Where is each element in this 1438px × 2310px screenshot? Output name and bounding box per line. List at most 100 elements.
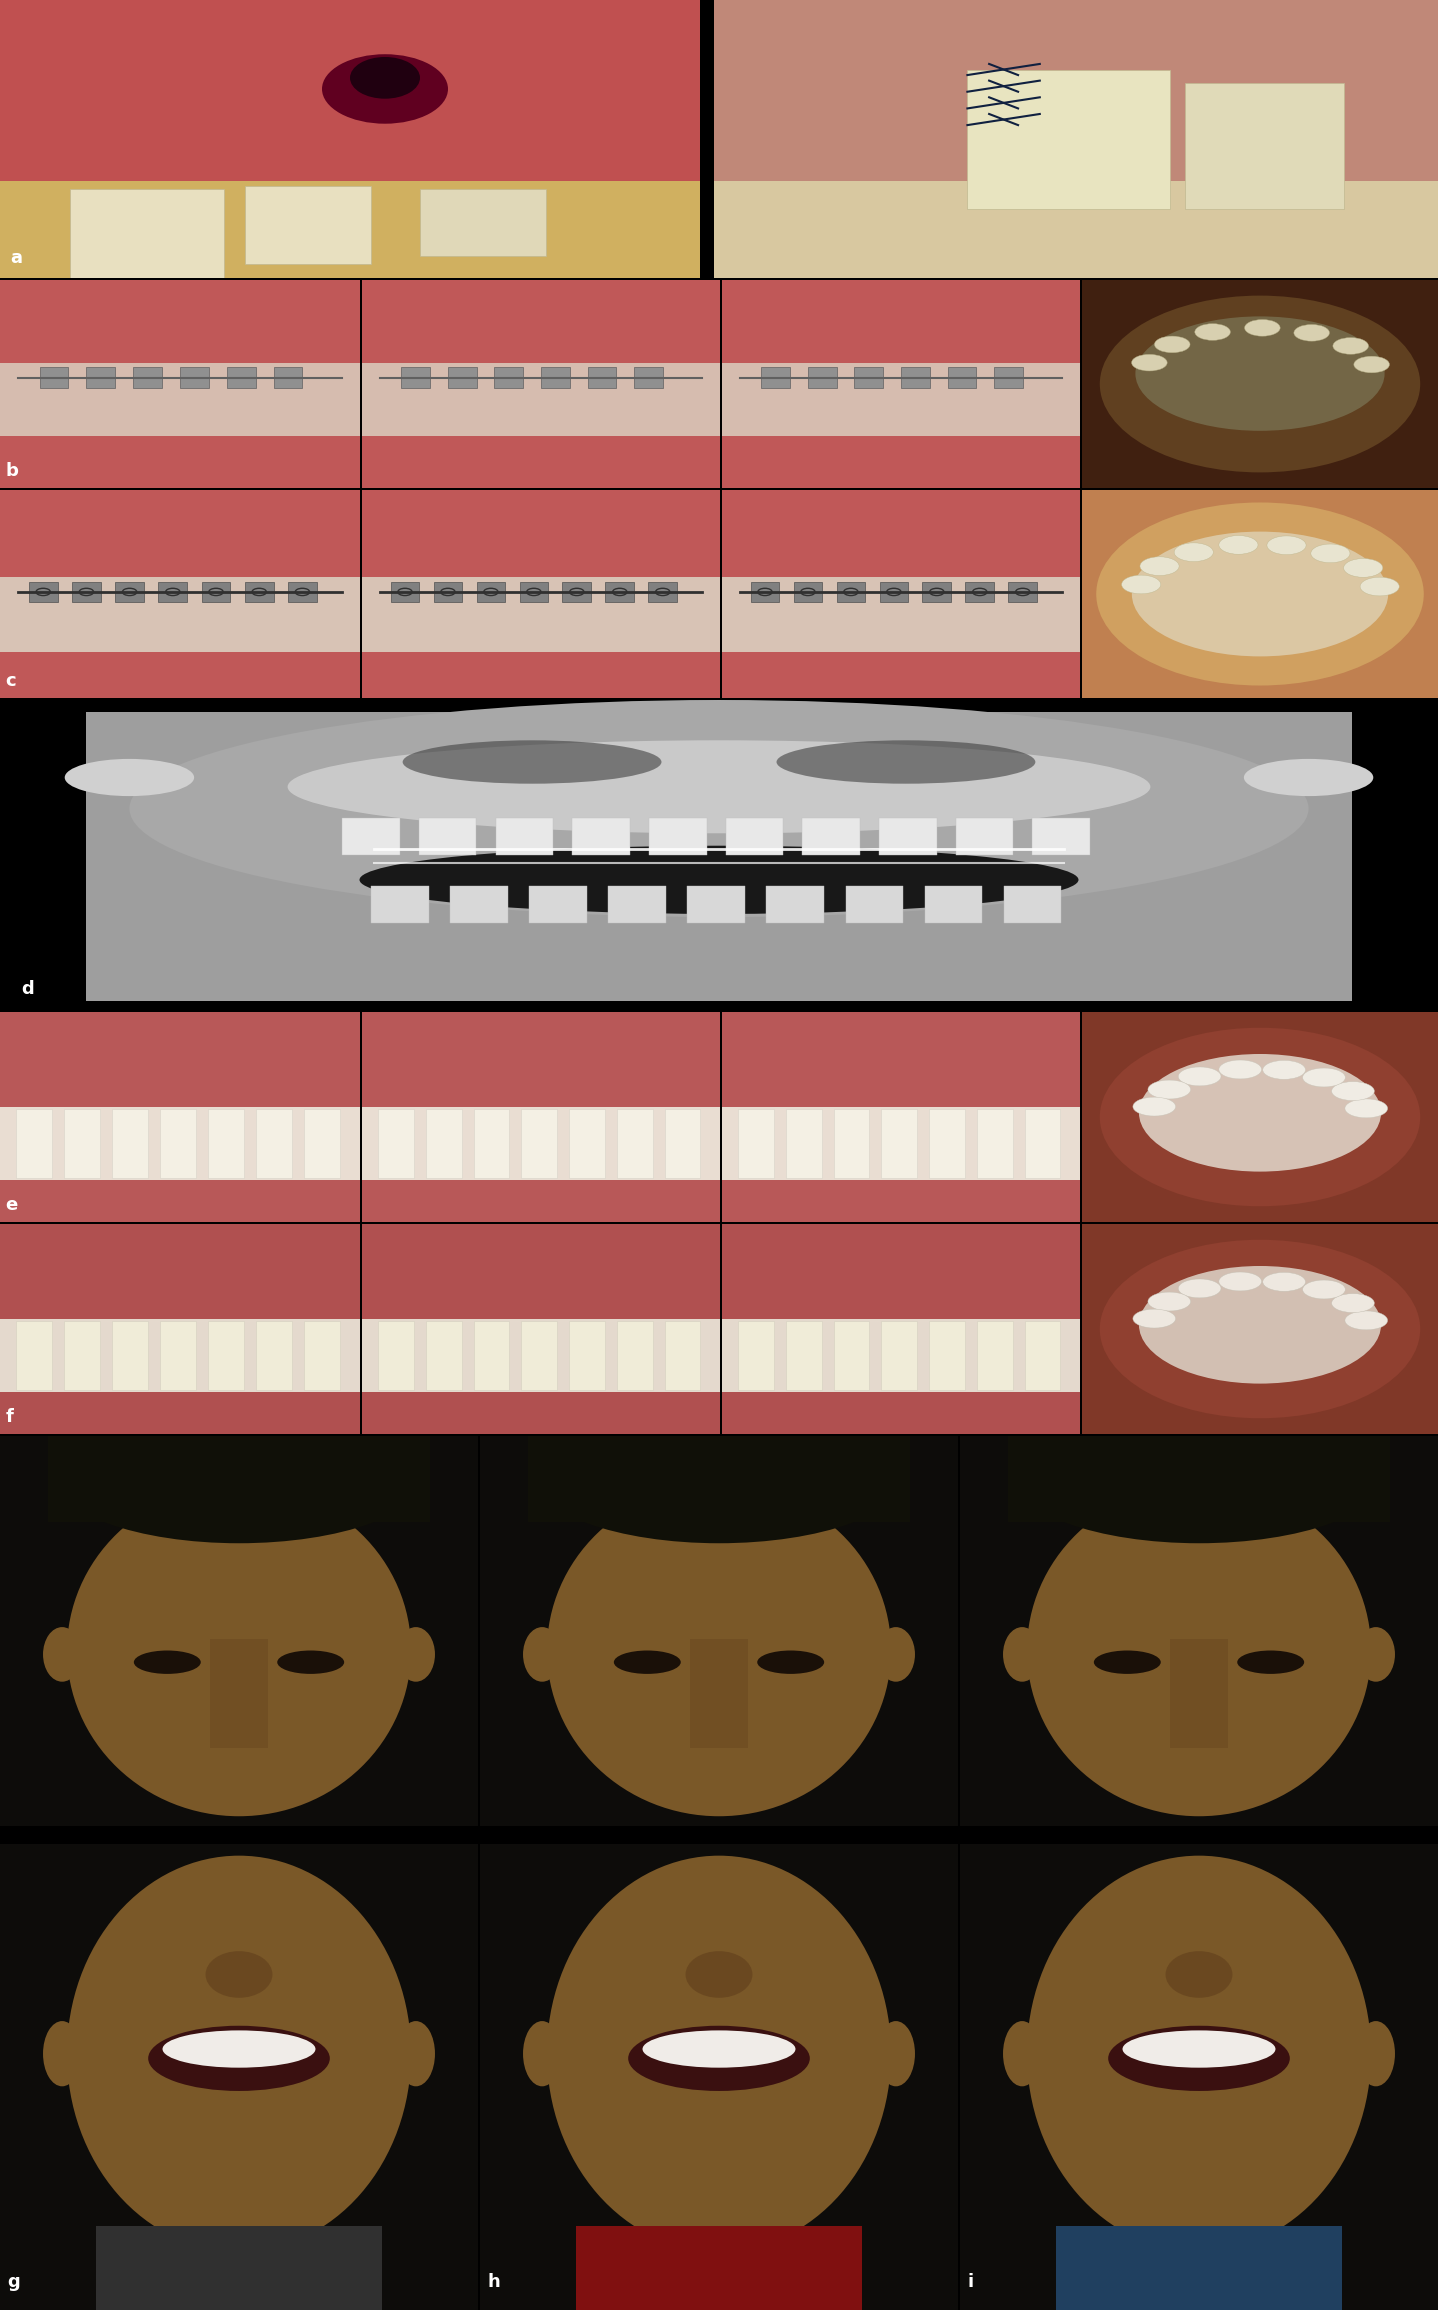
- Bar: [95, 2227, 383, 2310]
- Bar: [575, 2227, 863, 2310]
- Bar: [112, 1109, 148, 1178]
- Bar: [16, 1321, 52, 1391]
- Ellipse shape: [65, 760, 194, 797]
- Bar: [210, 1638, 267, 1749]
- Bar: [722, 280, 1080, 363]
- Bar: [72, 582, 101, 603]
- Text: i: i: [968, 2273, 974, 2292]
- Bar: [569, 1109, 605, 1178]
- Ellipse shape: [1103, 2109, 1294, 2213]
- Bar: [902, 367, 929, 388]
- Bar: [273, 367, 302, 388]
- Bar: [785, 1109, 821, 1178]
- Bar: [0, 1180, 360, 1222]
- Ellipse shape: [1004, 1626, 1041, 1682]
- Ellipse shape: [1155, 335, 1191, 353]
- Bar: [158, 582, 187, 603]
- Bar: [766, 887, 824, 924]
- Bar: [528, 1437, 910, 1522]
- Bar: [0, 363, 360, 437]
- Text: f: f: [6, 1407, 13, 1425]
- Bar: [617, 1321, 653, 1391]
- Bar: [794, 582, 823, 603]
- Ellipse shape: [134, 1652, 201, 1675]
- Bar: [362, 1012, 720, 1106]
- Bar: [722, 1224, 1080, 1319]
- Bar: [362, 1393, 720, 1435]
- Ellipse shape: [523, 2021, 561, 2086]
- Ellipse shape: [1133, 1097, 1176, 1116]
- Ellipse shape: [162, 2030, 315, 2067]
- Bar: [854, 367, 883, 388]
- Ellipse shape: [1195, 323, 1231, 340]
- Ellipse shape: [686, 1952, 752, 1998]
- Bar: [956, 818, 1014, 855]
- Bar: [362, 363, 720, 437]
- Ellipse shape: [546, 1485, 892, 1816]
- Ellipse shape: [360, 845, 1078, 915]
- Bar: [925, 887, 982, 924]
- Ellipse shape: [1027, 1485, 1370, 1816]
- Ellipse shape: [624, 2109, 814, 2213]
- Ellipse shape: [1219, 1273, 1261, 1291]
- Ellipse shape: [148, 2026, 329, 2091]
- Bar: [496, 818, 554, 855]
- Bar: [209, 1321, 244, 1391]
- Bar: [112, 1321, 148, 1391]
- Bar: [1032, 818, 1090, 855]
- Bar: [1008, 1437, 1391, 1522]
- Bar: [722, 1393, 1080, 1435]
- Ellipse shape: [1139, 1053, 1380, 1171]
- Bar: [0, 651, 360, 698]
- Ellipse shape: [1332, 1294, 1375, 1312]
- Ellipse shape: [397, 2021, 434, 2086]
- Ellipse shape: [43, 1626, 82, 1682]
- Bar: [802, 818, 860, 855]
- Bar: [305, 1321, 341, 1391]
- Bar: [288, 582, 316, 603]
- Bar: [722, 1319, 1080, 1393]
- Bar: [362, 490, 720, 578]
- Bar: [362, 1106, 720, 1180]
- Bar: [994, 367, 1022, 388]
- Ellipse shape: [758, 1652, 824, 1675]
- Ellipse shape: [1136, 316, 1385, 430]
- Bar: [761, 367, 789, 388]
- Bar: [362, 578, 720, 651]
- Bar: [519, 582, 548, 603]
- Ellipse shape: [1333, 337, 1369, 353]
- Bar: [0, 0, 700, 180]
- Bar: [115, 582, 144, 603]
- Bar: [541, 367, 569, 388]
- Bar: [846, 887, 903, 924]
- Bar: [1055, 2227, 1343, 2310]
- Bar: [948, 367, 976, 388]
- Ellipse shape: [1356, 2021, 1395, 2086]
- Bar: [305, 1109, 341, 1178]
- Bar: [968, 69, 1171, 208]
- Text: b: b: [6, 462, 19, 480]
- Ellipse shape: [397, 1626, 434, 1682]
- Ellipse shape: [1100, 1240, 1421, 1418]
- Ellipse shape: [777, 739, 1035, 783]
- Ellipse shape: [278, 1652, 344, 1675]
- Bar: [201, 582, 230, 603]
- Bar: [880, 582, 909, 603]
- Bar: [362, 280, 720, 363]
- Ellipse shape: [1139, 1266, 1380, 1384]
- Bar: [256, 1109, 292, 1178]
- Ellipse shape: [1219, 1060, 1261, 1079]
- Bar: [722, 578, 1080, 651]
- Bar: [378, 1321, 414, 1391]
- Ellipse shape: [1353, 356, 1389, 372]
- Bar: [634, 367, 663, 388]
- Bar: [722, 490, 1080, 578]
- Bar: [65, 1109, 101, 1178]
- Ellipse shape: [1332, 1081, 1375, 1100]
- Bar: [495, 367, 523, 388]
- Bar: [362, 1180, 720, 1222]
- Bar: [362, 1319, 720, 1393]
- Ellipse shape: [877, 2021, 915, 2086]
- Bar: [1004, 887, 1061, 924]
- Ellipse shape: [129, 700, 1309, 917]
